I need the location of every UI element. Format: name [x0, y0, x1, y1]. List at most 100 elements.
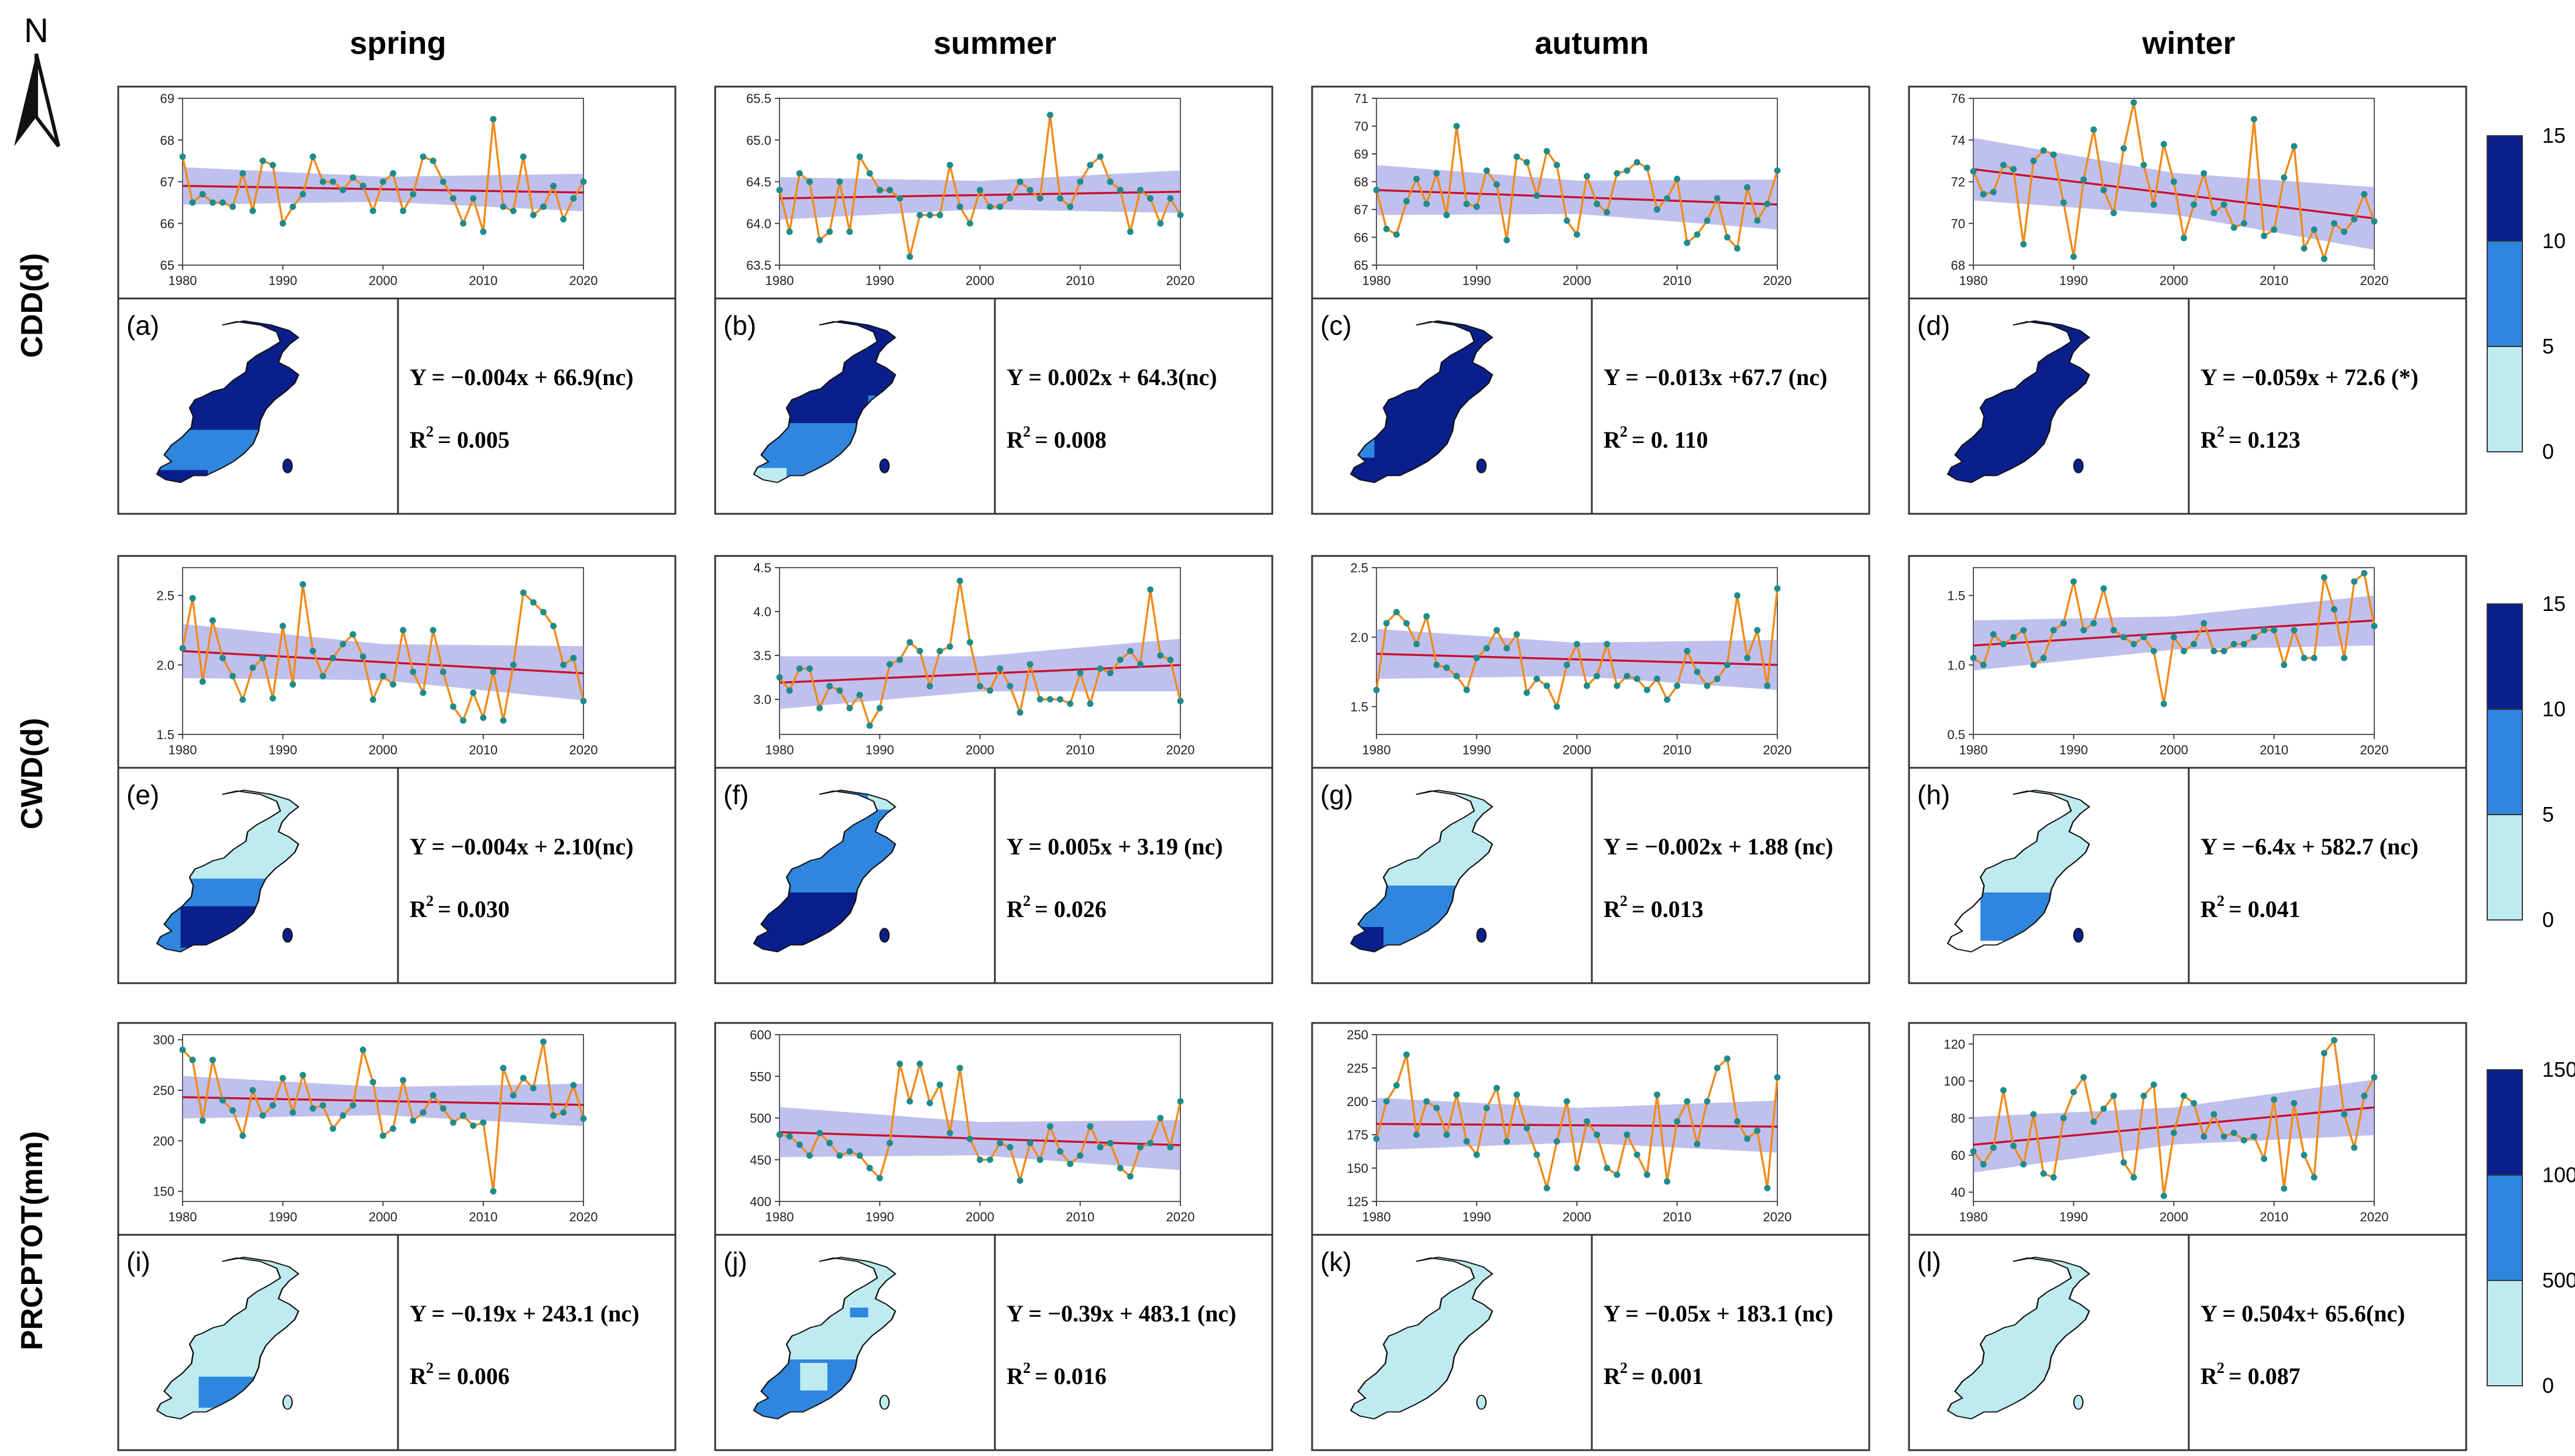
data-point: [189, 595, 196, 602]
r-squared: R: [1604, 427, 1621, 453]
data-point: [199, 678, 206, 685]
r-squared-superscript: 2: [2217, 423, 2224, 440]
data-point: [786, 228, 793, 235]
data-point: [907, 253, 914, 260]
data-point: [359, 1046, 366, 1053]
data-point: [2281, 661, 2288, 668]
data-point: [1513, 631, 1520, 638]
data-point: [189, 199, 196, 206]
data-point: [997, 665, 1004, 672]
data-point: [400, 1077, 407, 1084]
row-label-0: CDD(d): [15, 253, 49, 358]
data-point: [1734, 1118, 1740, 1125]
map-class-region: [777, 395, 868, 423]
data-point: [380, 1132, 386, 1139]
data-point: [1443, 1131, 1450, 1138]
data-point: [269, 1102, 276, 1109]
panel-g: 1.5 2.0 2.5 1980 1990 2000 2010 2020 (g) Y = −0.0…: [1311, 555, 1870, 984]
data-point: [239, 696, 246, 703]
data-point: [1980, 661, 1987, 668]
data-point: [1127, 648, 1134, 654]
data-point: [279, 623, 286, 630]
data-point: [1553, 703, 1560, 710]
data-point: [2210, 648, 2217, 654]
data-point: [1574, 641, 1580, 648]
data-point: [897, 657, 903, 663]
data-point: [1694, 1141, 1701, 1148]
data-point: [796, 170, 803, 177]
x-tick-label: 1980: [1362, 743, 1391, 757]
data-point: [1453, 1091, 1460, 1098]
y-tick-label: 250: [1347, 1028, 1368, 1042]
data-point: [987, 687, 994, 694]
china-map: [156, 789, 300, 953]
legend-0: 15 10 5 0: [2487, 123, 2566, 463]
season-header-summer: summer: [933, 26, 1056, 61]
data-point: [806, 178, 813, 185]
panel-label: (i): [126, 1246, 150, 1277]
trend-line: [182, 1096, 584, 1106]
x-tick-label: 2020: [569, 273, 598, 288]
data-point: [2110, 627, 2117, 634]
data-point: [1643, 1171, 1650, 1178]
data-point: [1764, 1184, 1771, 1191]
trend-equation: Y = −0.19x + 243.1 (nc): [410, 1300, 639, 1327]
trend-equation: Y = −0.013x +67.7 (nc): [1604, 364, 1827, 390]
data-point: [2110, 1093, 2117, 1099]
china-map: [1946, 320, 2090, 483]
data-point: [259, 654, 266, 661]
data-point: [400, 627, 407, 634]
x-tick-label: 2000: [966, 1210, 994, 1224]
data-point: [1654, 1091, 1660, 1098]
data-point: [1393, 609, 1400, 616]
data-point: [580, 178, 587, 185]
data-point: [2200, 620, 2207, 627]
x-tick-label: 2020: [1763, 1210, 1792, 1224]
data-point: [816, 705, 823, 712]
data-point: [2251, 116, 2257, 123]
north-arrow-outline: [35, 53, 60, 147]
data-point: [320, 672, 327, 679]
data-point: [1453, 672, 1460, 679]
data-point: [776, 674, 783, 681]
data-point: [1097, 665, 1104, 672]
y-tick-label: 150: [153, 1184, 174, 1199]
data-point: [440, 1105, 447, 1112]
data-point: [1543, 147, 1550, 154]
legend-swatch: [2487, 1280, 2523, 1386]
data-point: [826, 1139, 833, 1146]
data-point: [1734, 245, 1740, 252]
data-point: [1483, 167, 1490, 174]
data-point: [1633, 159, 1640, 166]
r-squared: R: [410, 1363, 427, 1389]
data-point: [836, 1152, 843, 1159]
r-squared-value: = 0.001: [1632, 1363, 1704, 1389]
legend-tick-label: 5: [2542, 802, 2554, 826]
data-point: [926, 212, 933, 218]
data-point: [826, 683, 833, 689]
data-point: [1523, 159, 1530, 166]
data-point: [269, 162, 276, 169]
data-point: [1373, 187, 1380, 194]
panel-label: (d): [1917, 310, 1950, 341]
data-point: [199, 191, 206, 198]
data-point: [2230, 1129, 2237, 1136]
data-point: [1473, 1151, 1480, 1158]
data-point: [2030, 1111, 2037, 1118]
taiwan-island: [2073, 928, 2084, 943]
data-point: [1087, 700, 1094, 707]
data-point: [1990, 631, 1997, 638]
data-point: [2140, 1093, 2147, 1099]
data-point: [1714, 195, 1721, 202]
data-point: [1623, 167, 1630, 174]
data-point: [1744, 654, 1751, 661]
data-point: [580, 698, 587, 705]
data-point: [390, 681, 397, 688]
data-point: [796, 665, 803, 672]
data-point: [440, 178, 447, 185]
data-point: [520, 153, 527, 160]
data-point: [219, 654, 226, 661]
data-point: [1026, 661, 1034, 668]
data-point: [2060, 620, 2067, 627]
data-point: [1383, 225, 1390, 232]
